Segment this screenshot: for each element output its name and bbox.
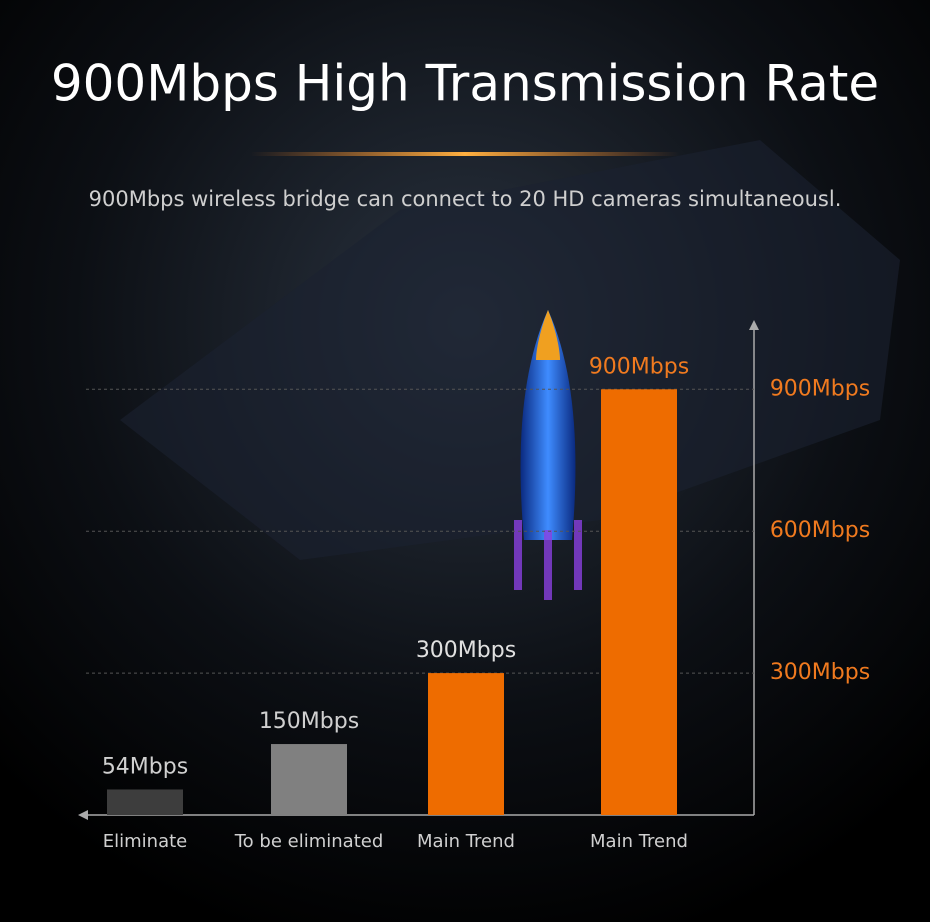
bar — [428, 673, 504, 815]
value-label: 150Mbps — [259, 709, 359, 734]
value-label: 900Mbps — [589, 354, 689, 379]
value-label: 54Mbps — [102, 754, 188, 779]
rocket — [514, 310, 582, 600]
spaceship-silhouette — [120, 140, 900, 560]
x-tick-label: To be eliminated — [234, 831, 384, 852]
bar — [601, 389, 677, 815]
x-tick-label: Main Trend — [590, 831, 688, 852]
value-label: 300Mbps — [416, 638, 516, 663]
x-tick-label: Eliminate — [103, 831, 187, 852]
y-axis-arrow — [749, 320, 759, 330]
bar — [271, 744, 347, 815]
chart-subtitle: 900Mbps wireless bridge can connect to 2… — [89, 187, 842, 211]
y-tick-label: 300Mbps — [770, 660, 870, 685]
y-tick-label: 900Mbps — [770, 376, 870, 401]
bar — [107, 789, 183, 815]
chart-title: 900Mbps High Transmission Rate — [51, 55, 879, 113]
x-tick-label: Main Trend — [417, 831, 515, 852]
y-tick-label: 600Mbps — [770, 518, 870, 543]
title-glow — [250, 152, 680, 156]
x-axis-arrow — [78, 810, 88, 820]
